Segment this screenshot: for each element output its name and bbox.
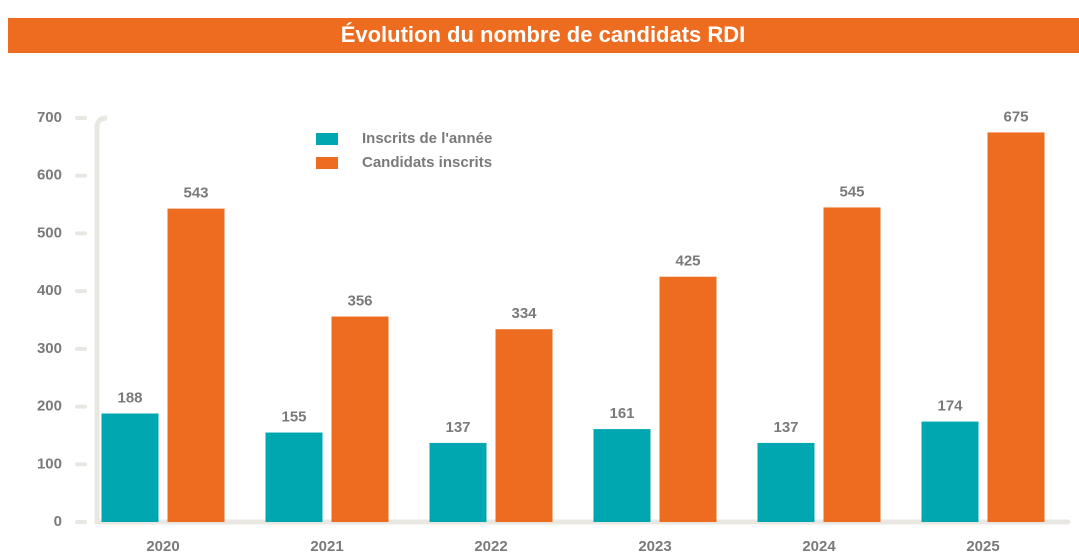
y-axis [94, 115, 108, 522]
data-label: 675 [1003, 108, 1028, 125]
legend-label: Inscrits de l'année [362, 130, 492, 147]
bar [331, 316, 389, 522]
data-label: 174 [937, 398, 963, 415]
bar [593, 429, 651, 522]
title-banner [8, 18, 1079, 53]
bar [823, 207, 881, 522]
y-tick-label: 0 [54, 513, 62, 530]
x-tick-label: 2021 [310, 538, 343, 555]
x-tick-label: 2020 [146, 538, 179, 555]
y-tick-label: 500 [37, 224, 62, 241]
data-label: 188 [117, 389, 142, 406]
bar [659, 276, 717, 522]
data-label: 425 [675, 253, 700, 270]
bar [495, 329, 553, 522]
chart-title: Évolution du nombre de candidats RDI [341, 22, 746, 47]
bar [921, 421, 979, 522]
data-label: 545 [839, 183, 864, 200]
x-tick-label: 2024 [802, 538, 836, 555]
legend-label: Candidats inscrits [362, 154, 492, 171]
y-tick-label: 700 [37, 109, 62, 126]
bar [101, 413, 159, 522]
x-tick-label: 2022 [474, 538, 507, 555]
y-tick-label: 300 [37, 340, 62, 357]
data-label: 137 [773, 419, 798, 436]
x-tick-label: 2023 [638, 538, 671, 555]
y-tick-label: 100 [37, 455, 62, 472]
data-label: 161 [609, 405, 634, 422]
y-tick-label: 400 [37, 282, 62, 299]
bar [987, 132, 1045, 522]
legend-swatch [316, 157, 338, 169]
data-label: 137 [445, 419, 470, 436]
data-label: 543 [183, 185, 208, 202]
bar [167, 208, 225, 522]
data-label: 334 [511, 305, 537, 322]
bar [265, 432, 323, 522]
data-label: 356 [347, 293, 372, 310]
bar [429, 442, 487, 522]
y-tick-label: 200 [37, 398, 62, 415]
data-label: 155 [281, 409, 306, 426]
x-tick-label: 2025 [966, 538, 999, 555]
bar [757, 442, 815, 522]
legend-swatch [316, 133, 338, 145]
y-tick-label: 600 [37, 167, 62, 184]
